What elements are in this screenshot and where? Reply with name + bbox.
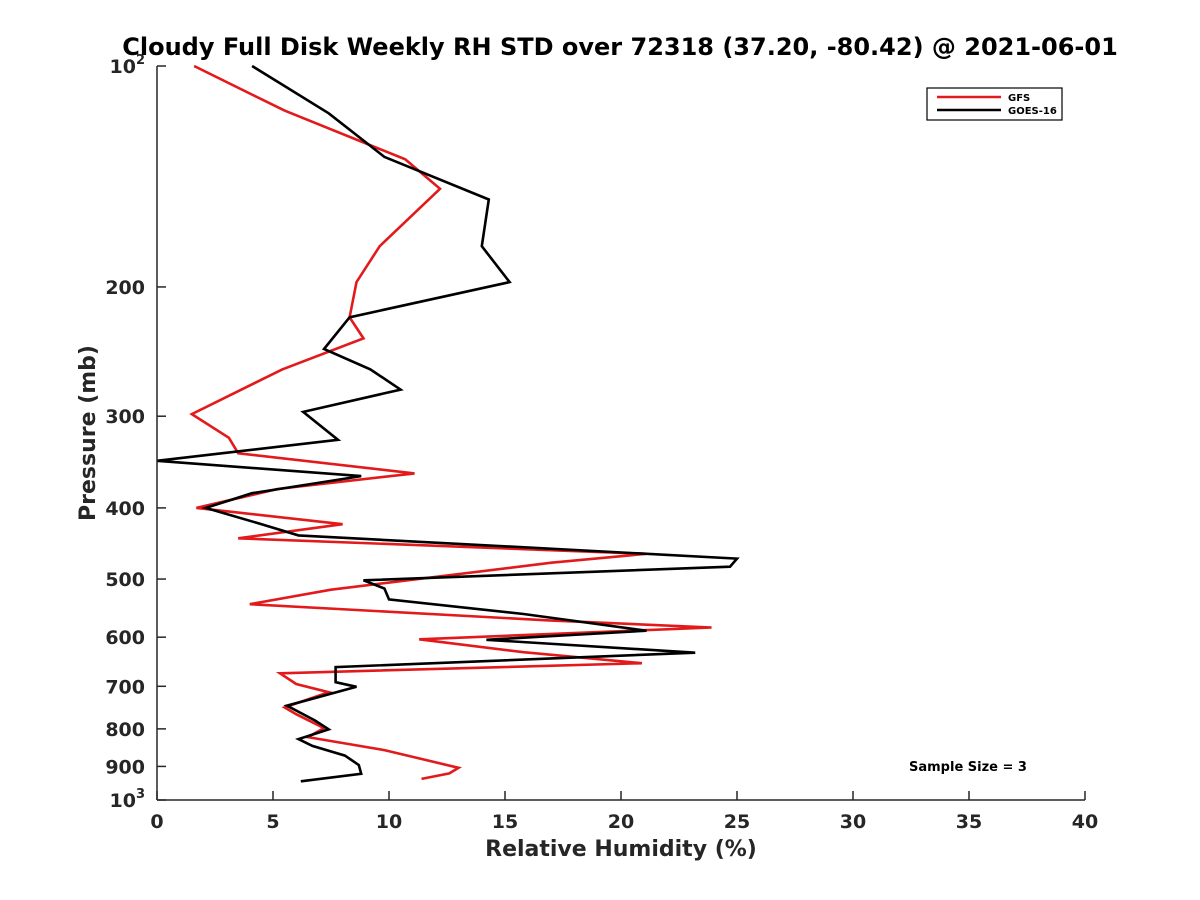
x-tick-label: 30 (840, 811, 866, 833)
y-tick-label: 300 (105, 406, 145, 428)
x-ticks: 0 5 10 15 20 25 30 35 40 (150, 791, 1098, 833)
x-tick-label: 15 (492, 811, 518, 833)
y-ticks: 102 200 300 400 500 600 700 800 900 103 (105, 53, 166, 812)
chart-title: Cloudy Full Disk Weekly RH STD over 7231… (122, 33, 1118, 61)
y-tick-label: 700 (105, 676, 145, 698)
y-tick-label: 800 (105, 719, 145, 741)
y-tick-label: 102 (110, 53, 146, 78)
x-axis-label: Relative Humidity (%) (485, 837, 757, 862)
x-tick-label: 20 (608, 811, 634, 833)
y-tick-label: 600 (105, 627, 145, 649)
x-tick-label: 0 (150, 811, 163, 833)
sample-size-annotation: Sample Size = 3 (909, 760, 1027, 775)
legend-box (926, 87, 1063, 121)
x-tick-label: 10 (376, 811, 402, 833)
y-axis-label: Pressure (mb) (76, 345, 101, 521)
y-tick-label: 400 (105, 498, 145, 520)
plot-area (157, 66, 1085, 800)
y-tick-label: 103 (110, 787, 146, 812)
x-tick-label: 40 (1072, 811, 1098, 833)
y-tick-label: 500 (105, 569, 145, 591)
x-tick-label: 5 (266, 811, 279, 833)
y-tick-label: 900 (105, 756, 145, 778)
series-line-goes16 (156, 64, 740, 783)
y-tick-label: 200 (105, 277, 145, 299)
x-tick-label: 35 (956, 811, 982, 833)
series-layer (156, 64, 740, 783)
legend: GFS GOES-16 (926, 87, 1063, 121)
x-tick-label: 25 (724, 811, 750, 833)
legend-label-goes16: GOES-16 (1008, 106, 1057, 117)
legend-label-gfs: GFS (1008, 93, 1030, 104)
